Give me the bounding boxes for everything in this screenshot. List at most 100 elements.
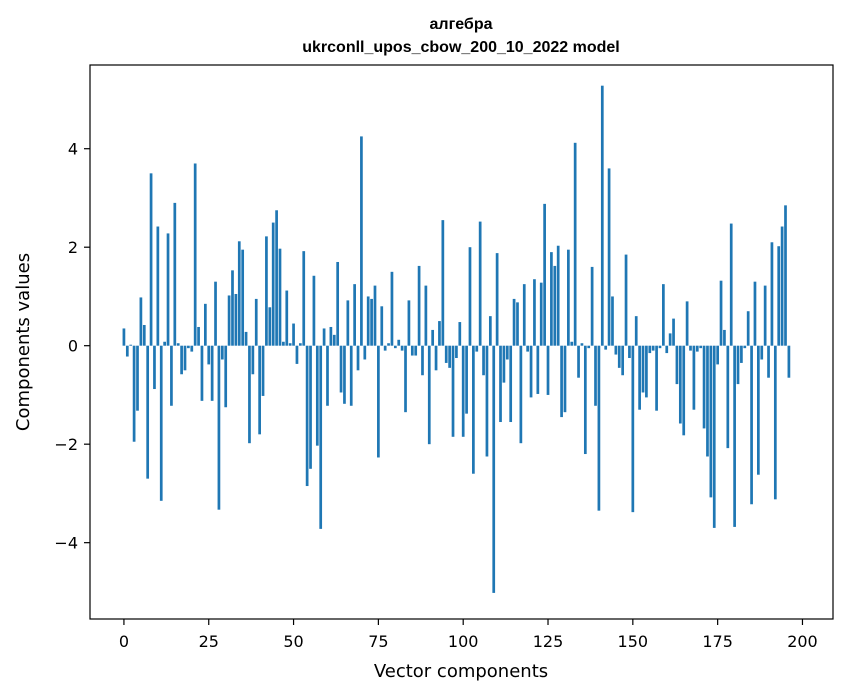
bar [787, 345, 791, 378]
bar [543, 203, 546, 346]
chart-title: алгебра [430, 16, 493, 33]
bar [132, 345, 136, 442]
bar [356, 345, 360, 371]
bar [502, 345, 506, 383]
bar [183, 345, 187, 371]
x-tick-label: 125 [533, 632, 564, 651]
bar [275, 210, 278, 346]
chart-subtitle: ukrconll_upos_cbow_200_10_2022 model [302, 39, 619, 56]
bar [237, 241, 241, 346]
bar [590, 266, 594, 346]
bar [176, 343, 180, 346]
bar [336, 261, 340, 346]
bar [645, 345, 648, 398]
bar [757, 345, 760, 475]
bar [377, 345, 380, 458]
bar [583, 345, 587, 455]
bar [492, 345, 496, 593]
bar [641, 345, 645, 393]
bar [750, 345, 753, 505]
bar [407, 300, 411, 346]
bar [658, 345, 662, 349]
bar [444, 345, 448, 363]
bar [278, 248, 282, 346]
bar [166, 233, 170, 346]
bar [190, 345, 194, 352]
x-tick-label: 200 [787, 632, 818, 651]
bar [495, 253, 499, 346]
bar [125, 345, 129, 357]
x-axis-label: Vector components [374, 661, 548, 682]
bar [604, 345, 608, 350]
bar [434, 345, 438, 371]
bar [417, 265, 421, 346]
bar [448, 345, 451, 368]
bar [692, 345, 696, 410]
bar [587, 345, 591, 349]
bar [159, 345, 163, 501]
bar [668, 333, 672, 346]
bar [716, 345, 720, 365]
bar [315, 345, 319, 446]
bar [261, 345, 265, 396]
bar [482, 345, 485, 376]
bar [380, 306, 384, 346]
bar [472, 345, 475, 474]
bar [512, 298, 516, 346]
bar [600, 85, 604, 346]
bar [149, 173, 153, 346]
bar [638, 345, 641, 410]
bar [142, 325, 146, 346]
bar [390, 271, 394, 346]
bar [227, 295, 231, 346]
bar [478, 221, 482, 346]
bar [295, 345, 299, 364]
bar [631, 345, 635, 513]
bar [431, 329, 435, 346]
bar [746, 311, 750, 346]
bar [305, 345, 309, 487]
bar [397, 339, 401, 346]
bar [153, 345, 156, 390]
bar [224, 345, 228, 408]
bar [421, 345, 424, 376]
bar [573, 142, 577, 346]
x-tick-label: 25 [199, 632, 219, 651]
bar [505, 345, 509, 360]
bar [499, 345, 502, 423]
bar [621, 345, 625, 376]
bar [556, 245, 560, 346]
bar [529, 345, 533, 398]
bar [723, 329, 726, 346]
bar [244, 331, 248, 346]
bar [624, 254, 628, 346]
bar [146, 345, 150, 479]
bar [753, 281, 757, 346]
bar [773, 345, 777, 500]
bar [214, 281, 217, 346]
bar [614, 345, 618, 355]
bar [702, 345, 706, 429]
bar [197, 326, 200, 346]
bar [220, 345, 224, 360]
bar [760, 345, 764, 360]
bar [672, 318, 675, 346]
x-tick-label: 175 [702, 632, 733, 651]
bar [743, 345, 747, 349]
bar [309, 345, 312, 469]
bar [363, 345, 367, 360]
bar [136, 345, 139, 411]
bar [258, 345, 261, 435]
x-tick-label: 100 [448, 632, 479, 651]
bar [729, 223, 733, 346]
bar [648, 345, 652, 354]
bar [678, 345, 682, 424]
bar [682, 345, 686, 436]
bar [712, 345, 716, 528]
bar [767, 345, 770, 378]
bar [655, 345, 658, 411]
bar [427, 345, 431, 445]
bar [689, 345, 692, 351]
bar [607, 168, 611, 346]
bar [580, 343, 584, 346]
